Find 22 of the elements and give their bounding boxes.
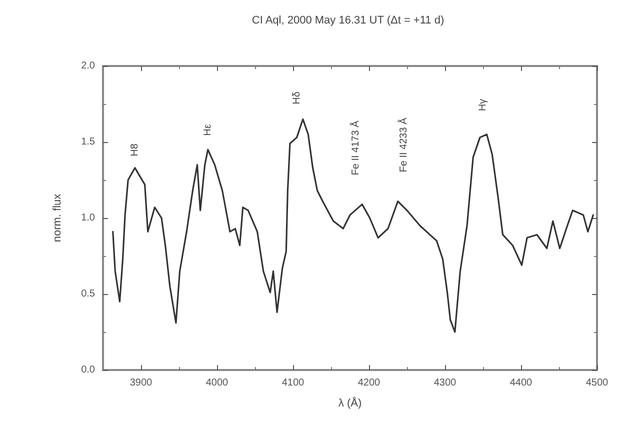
y-axis-title: norm. flux — [52, 193, 64, 242]
x-tick-label: 4400 — [510, 378, 533, 388]
annotation: Hε — [202, 124, 214, 136]
annotation: Hγ — [478, 98, 488, 112]
x-tick-label: 4000 — [206, 378, 229, 388]
annotation: Hδ — [292, 91, 302, 104]
line-series — [112, 118, 594, 333]
x-tick-label: 3900 — [130, 378, 153, 388]
y-tick-label: 0.5 — [81, 288, 96, 300]
x-axis-title: λ (Å) — [338, 396, 362, 410]
x-tick-label: 4100 — [282, 378, 305, 388]
y-tick-label: 1.5 — [81, 136, 96, 148]
y-tick-label: 2.0 — [81, 60, 96, 72]
y-tick-label: 1.0 — [81, 212, 96, 224]
chart-title: CI Aql, 2000 May 16.31 UT (Δt = +11 d) — [252, 14, 444, 26]
x-tick-label: 4500 — [586, 378, 609, 388]
annotation: Fe II 4173 Å — [350, 120, 362, 176]
y-tick-label: 0.0 — [81, 364, 96, 376]
x-tick-label: 4200 — [358, 378, 381, 388]
annotation: H8 — [130, 143, 140, 156]
annotation: Fe II 4233 Å — [398, 117, 410, 172]
x-tick-label: 4300 — [434, 378, 457, 388]
